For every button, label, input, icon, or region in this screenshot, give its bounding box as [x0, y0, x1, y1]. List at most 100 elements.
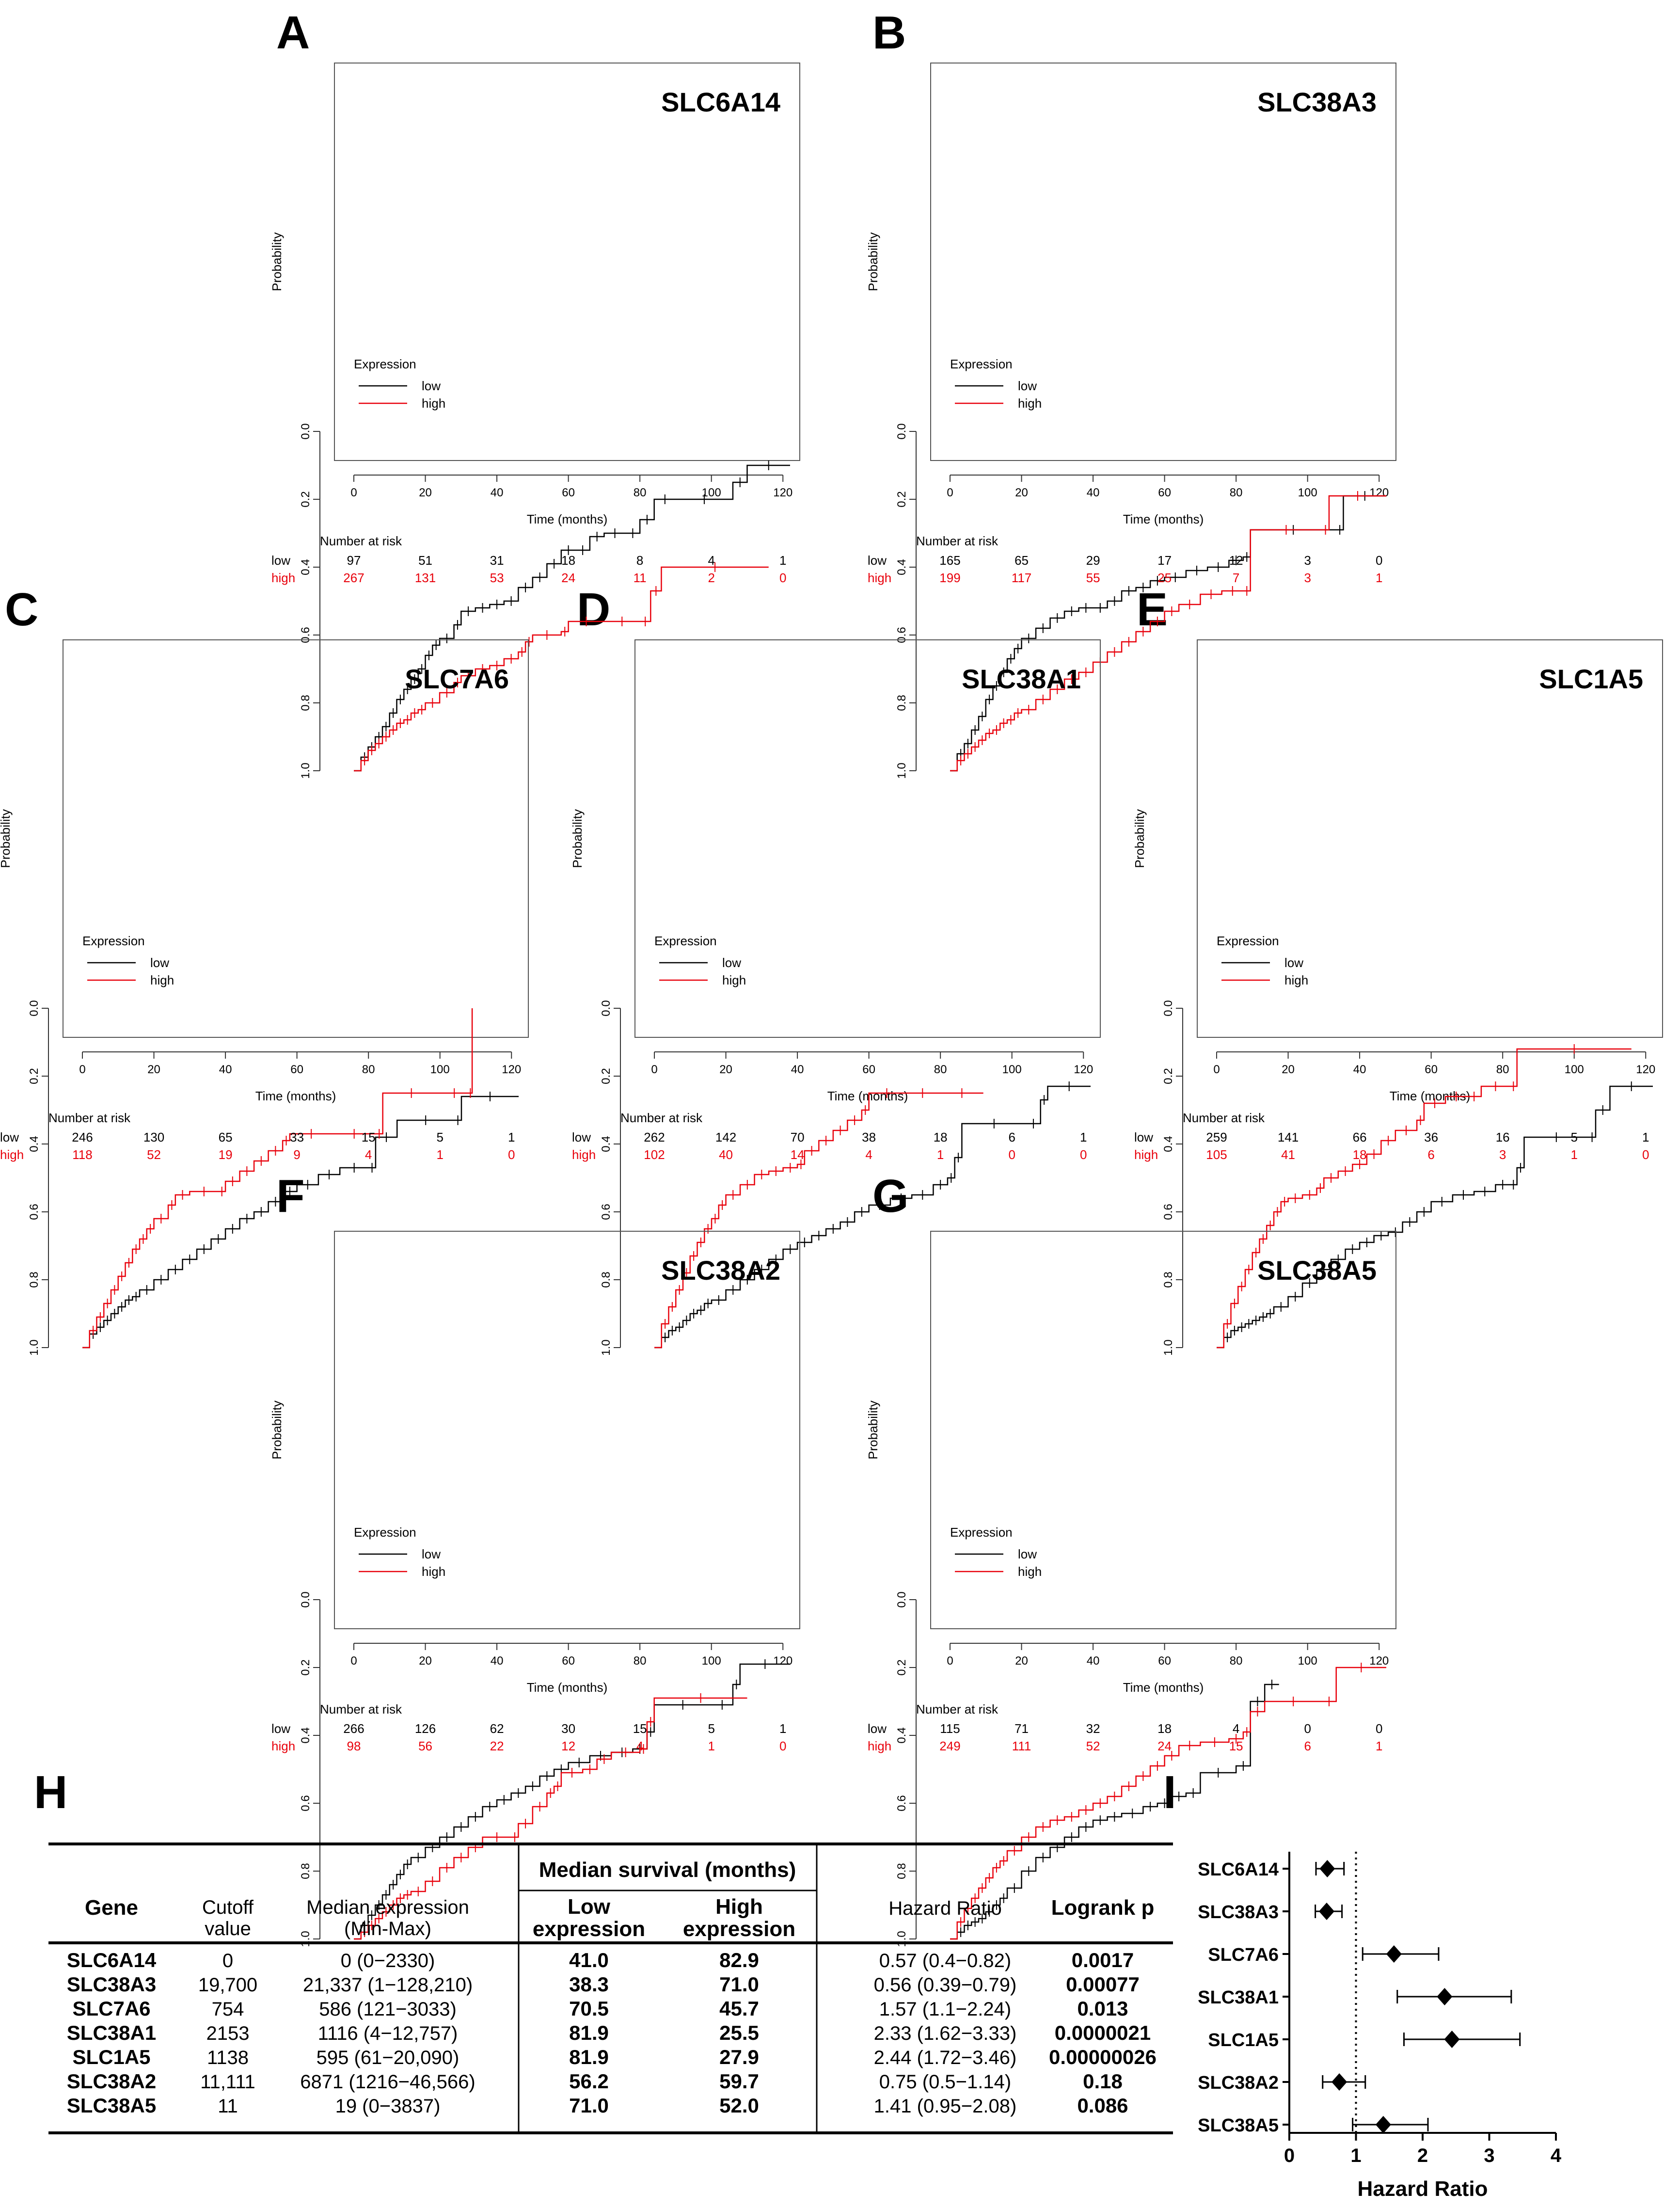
risk-low-count: 70: [791, 1130, 805, 1144]
y-tick-label: 0.6: [299, 1795, 312, 1811]
legend-title: Expression: [950, 357, 1013, 371]
x-tick-label: 0: [350, 1654, 357, 1668]
cell-cutoff: 2153: [206, 2023, 250, 2044]
risk-low-label: low: [0, 1130, 19, 1144]
gene-title: SLC7A6: [405, 664, 509, 694]
x-tick-label: 120: [773, 486, 792, 499]
forest-x-tick-label: 0: [1284, 2145, 1295, 2166]
cell-high-median: 52.0: [719, 2094, 759, 2117]
cell-median: 1116 (4−12,757): [318, 2023, 458, 2044]
x-tick-label: 60: [862, 1063, 875, 1076]
risk-high-count: 9: [293, 1147, 300, 1162]
y-tick-label: 0.4: [1162, 1136, 1175, 1152]
x-tick-label: 20: [419, 1654, 432, 1668]
risk-low-count: 51: [418, 553, 432, 568]
y-tick-label: 1.0: [1162, 1339, 1175, 1355]
risk-low-count: 12: [1229, 553, 1243, 568]
forest-hr-point: [1331, 2073, 1347, 2091]
y-tick-label: 0.2: [895, 1659, 908, 1675]
table-row: SLC38A5 11 19 (0−3837) 71.0 52.0 1.41 (0.95−2…: [67, 2094, 1128, 2117]
x-axis-label: Time (months): [827, 1089, 908, 1103]
y-tick-label: 0.2: [1162, 1068, 1175, 1084]
table-row: SLC7A6 754 586 (121−3033) 70.5 45.7 1.57 (1.1…: [72, 1997, 1128, 2020]
y-tick-label: 0.4: [299, 1727, 312, 1743]
risk-high-label: high: [868, 571, 891, 585]
risk-high-count: 0: [779, 1739, 786, 1753]
cell-gene: SLC38A5: [67, 2094, 156, 2117]
y-tick-label: 0.2: [895, 491, 908, 507]
risk-high-label: high: [1134, 1147, 1158, 1162]
legend-low-label: low: [722, 955, 741, 970]
risk-high-count: 56: [418, 1739, 432, 1753]
risk-high-count: 102: [644, 1147, 665, 1162]
low-curve: [1217, 1085, 1653, 1349]
x-tick-label: 100: [1002, 1063, 1022, 1076]
y-axis-label: Probability: [269, 232, 284, 291]
x-axis-label: Time (months): [1123, 1680, 1204, 1695]
x-tick-label: 100: [1565, 1063, 1584, 1076]
risk-low-count: 4: [708, 553, 714, 568]
legend-high-label: high: [150, 973, 174, 987]
x-tick-label: 80: [934, 1063, 947, 1076]
x-tick-label: 60: [1158, 486, 1171, 499]
risk-high-count: 0: [1008, 1147, 1015, 1162]
y-tick-label: 0.0: [299, 1591, 312, 1607]
x-tick-label: 80: [634, 1654, 647, 1668]
y-axis-label: Probability: [1132, 809, 1147, 868]
forest-gene-label: SLC38A1: [1198, 1987, 1279, 2008]
risk-title: Number at risk: [1183, 1111, 1265, 1125]
risk-low-count: 4: [1233, 1721, 1239, 1736]
risk-low-count: 65: [219, 1130, 233, 1144]
high-curve: [950, 1667, 1386, 1940]
cell-low-median: 56.2: [569, 2070, 609, 2093]
risk-high-count: 41: [1281, 1147, 1295, 1162]
risk-high-count: 131: [415, 571, 436, 585]
x-axis-label: Time (months): [1123, 512, 1204, 526]
risk-high-count: 1: [1570, 1147, 1577, 1162]
risk-low-count: 266: [343, 1721, 364, 1736]
risk-high-count: 118: [72, 1147, 92, 1162]
header-median-2: (Min-Max): [344, 1918, 431, 1939]
y-tick-label: 0.0: [28, 1000, 41, 1016]
forest-x-tick-label: 4: [1551, 2145, 1562, 2166]
cell-gene: SLC1A5: [72, 2046, 150, 2068]
x-tick-label: 100: [702, 1654, 721, 1668]
risk-high-count: 2: [708, 571, 714, 585]
x-tick-label: 20: [419, 486, 432, 499]
cell-median: 0 (0−2330): [341, 1950, 435, 1971]
risk-low-count: 17: [1157, 553, 1172, 568]
legend-low-label: low: [1018, 379, 1037, 393]
risk-high-count: 40: [719, 1147, 733, 1162]
plot-frame: [930, 1231, 1396, 1629]
y-tick-label: 0.0: [1162, 1000, 1175, 1016]
y-tick-label: 1.0: [299, 762, 312, 778]
risk-high-count: 3: [1304, 571, 1311, 585]
risk-low-count: 130: [143, 1130, 164, 1144]
risk-high-count: 4: [636, 1739, 643, 1753]
risk-low-count: 33: [290, 1130, 304, 1144]
forest-gene-label: SLC38A2: [1198, 2073, 1279, 2093]
risk-high-count: 111: [1012, 1739, 1031, 1753]
risk-high-count: 6: [1427, 1147, 1434, 1162]
risk-high-label: high: [572, 1147, 596, 1162]
risk-low-count: 18: [1157, 1721, 1172, 1736]
risk-low-count: 31: [490, 553, 504, 568]
x-tick-label: 20: [719, 1063, 732, 1076]
risk-high-count: 12: [561, 1739, 575, 1753]
forest-x-tick-label: 1: [1350, 2145, 1361, 2166]
x-tick-label: 80: [1496, 1063, 1509, 1076]
cell-cutoff: 1138: [207, 2047, 249, 2068]
x-tick-label: 60: [562, 486, 575, 499]
legend-high-label: high: [422, 1564, 445, 1579]
risk-low-count: 15: [362, 1130, 376, 1144]
risk-high-count: 3: [1499, 1147, 1506, 1162]
high-curve: [82, 1008, 473, 1349]
x-tick-label: 60: [290, 1063, 303, 1076]
y-tick-label: 0.8: [28, 1271, 41, 1287]
risk-low-count: 38: [862, 1130, 876, 1144]
y-tick-label: 0.0: [895, 1591, 908, 1607]
risk-low-count: 246: [72, 1130, 93, 1144]
header-hr: Hazard Ratio: [888, 1898, 1001, 1919]
